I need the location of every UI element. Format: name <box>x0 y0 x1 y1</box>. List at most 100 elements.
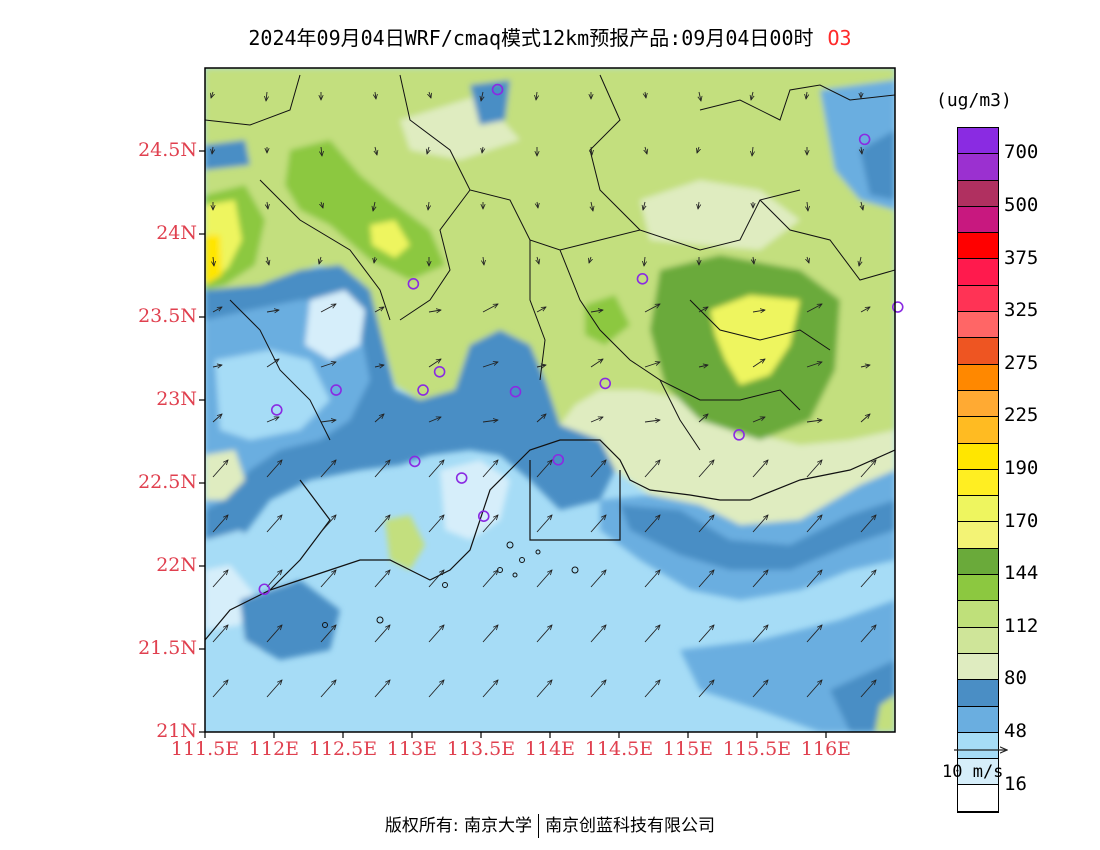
wind-arrow <box>752 680 768 698</box>
field-blue-nw <box>205 140 250 170</box>
colorbar-swatch <box>958 601 998 628</box>
wind-arrow <box>374 365 384 367</box>
wind-arrow <box>482 515 498 533</box>
station-marker <box>408 455 421 468</box>
wind-arrow <box>266 310 279 312</box>
wind-arrow <box>752 570 768 588</box>
colorbar-label: 144 <box>1004 562 1039 585</box>
wind-arrow <box>860 460 876 478</box>
wind-arrow <box>698 625 714 643</box>
colorbar-swatch <box>958 417 998 444</box>
wind-arrow <box>428 680 444 698</box>
axis-tickmarks <box>199 150 827 738</box>
field-light-patch <box>640 180 800 250</box>
wind-arrow <box>537 201 538 208</box>
colorbar-swatch <box>958 154 998 181</box>
colorbar-swatch <box>958 390 998 418</box>
colorbar-swatch <box>958 180 998 207</box>
colorbar-swatch <box>958 338 998 365</box>
wind-arrow <box>320 460 336 478</box>
wind-arrow <box>536 680 552 698</box>
wind-arrow <box>374 515 390 533</box>
wind-arrow <box>806 91 807 99</box>
wind-arrow <box>266 680 282 698</box>
colorbar-swatch <box>958 443 998 470</box>
wind-arrow <box>374 256 375 263</box>
colorbar-label: 48 <box>1004 719 1027 742</box>
wind-arrow <box>212 570 228 588</box>
copyright-footer: 版权所有: 南京大学 南京创蓝科技有限公司 <box>0 811 1100 838</box>
wind-arrow <box>644 680 660 698</box>
wind-arrow <box>644 420 660 422</box>
colorbar-label: 700 <box>1004 141 1039 164</box>
station-marker <box>433 365 446 378</box>
wind-arrow <box>752 460 768 478</box>
wind-legend-arrow-icon <box>954 740 1012 760</box>
wind-arrow <box>753 256 754 264</box>
wind-arrow <box>374 570 390 588</box>
wind-arrow <box>590 359 603 368</box>
wind-arrow <box>861 146 862 154</box>
monitoring-stations <box>258 83 904 596</box>
colorbar-swatch <box>958 259 998 286</box>
lat-tick-label: 23N <box>156 388 197 410</box>
wind-arrow <box>643 201 645 210</box>
colorbar-swatch <box>958 522 998 549</box>
map-title-variable: O3 <box>827 26 852 50</box>
station-marker <box>599 377 612 390</box>
wind-arrow <box>807 256 809 263</box>
wind-arrow <box>859 256 861 266</box>
colorbar-label: 80 <box>1004 667 1027 690</box>
colorbar-swatch <box>958 233 998 260</box>
wind-arrow <box>591 146 592 155</box>
wind-arrow <box>752 515 768 533</box>
wind-arrow <box>482 570 498 588</box>
wind-arrow <box>374 625 390 643</box>
colorbar-swatch <box>958 680 998 707</box>
colorbar-label: 500 <box>1004 193 1039 216</box>
colorbar-swatch <box>958 627 998 654</box>
colorbar-units: (ug/m3) <box>936 90 1012 111</box>
colorbar-swatch <box>958 732 998 760</box>
colorbar-label: 275 <box>1004 351 1039 374</box>
wind-arrow <box>860 625 876 643</box>
footer-separator <box>538 814 540 838</box>
copyright-left: 版权所有: 南京大学 <box>384 816 533 836</box>
colorbar-swatch <box>958 575 998 602</box>
wind-arrow <box>806 460 822 478</box>
station-marker <box>330 384 342 396</box>
station-marker <box>270 404 283 416</box>
wind-arrow <box>698 414 708 423</box>
wind-arrow <box>428 359 441 368</box>
wind-arrow <box>752 625 768 643</box>
lon-tick-label: 112E <box>248 738 300 760</box>
lat-tick-label: 21.5N <box>138 637 197 659</box>
wind-arrow <box>807 201 808 211</box>
wind-arrow <box>806 515 822 533</box>
lat-tick-label: 22.5N <box>138 471 197 493</box>
lon-tick-label: 114E <box>524 738 576 760</box>
wind-arrow <box>428 417 441 423</box>
wind-arrow <box>590 625 606 643</box>
colorbar-label: 225 <box>1004 404 1039 427</box>
lon-tick-label: 114.5E <box>584 738 654 760</box>
wind-arrow <box>644 304 660 313</box>
wind-arrow <box>645 146 647 154</box>
colorbar-swatch <box>958 128 998 155</box>
wind-arrow <box>266 91 267 101</box>
wind-arrow <box>590 310 603 312</box>
wind-arrow <box>698 460 714 478</box>
lat-tick-label: 24N <box>156 222 197 244</box>
lon-tick-label: 116E <box>800 738 852 760</box>
colorbar-label: 16 <box>1004 772 1027 795</box>
field-corner-green <box>875 695 895 732</box>
wind-arrow <box>429 91 431 98</box>
wind-arrow <box>320 625 336 643</box>
field-blue-ne-core <box>860 130 895 200</box>
wind-arrow <box>644 256 645 266</box>
wind-arrow <box>861 201 863 210</box>
wind-arrow <box>752 310 765 312</box>
station-marker <box>636 273 649 285</box>
coastline <box>205 439 895 641</box>
wind-arrow <box>267 256 269 265</box>
